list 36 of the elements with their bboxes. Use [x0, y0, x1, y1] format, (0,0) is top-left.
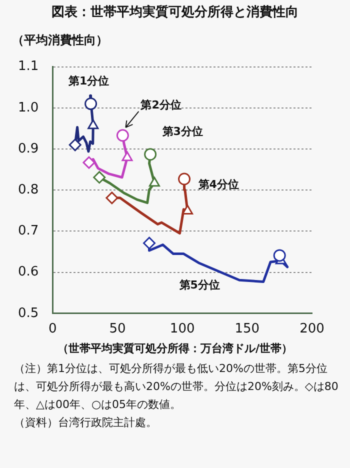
x-tick-label: 0 [48, 322, 57, 337]
point [84, 98, 98, 110]
point [106, 192, 118, 204]
point [88, 119, 99, 130]
text: （資料）台湾行政院主計處。 [14, 415, 158, 431]
series-label: 第4分位 [197, 178, 239, 191]
point [68, 138, 82, 152]
point [178, 172, 191, 186]
x-axis-title: （世帯平均実質可処分所得：万台湾ドル/世帯） [56, 341, 294, 356]
point [93, 171, 106, 184]
series-label: 第5分位 [178, 278, 220, 292]
y-axis-title: （平均消費性向） [12, 32, 108, 49]
point [273, 249, 286, 262]
y-tick-label: 0.6 [18, 264, 39, 280]
point [144, 148, 157, 161]
y-tick-label: 1.1 [18, 59, 39, 74]
y-tick-label: 0.9 [18, 141, 39, 156]
text: （注）第1分位は、可処分所得が最も低い20%の世帯。第5分位は、可処分所得が最も高い20%の世帯。分位は20%刻み。◇は80年、△は00年、○は05年の数値。 [14, 361, 340, 413]
series-label: 第3分位 [161, 125, 203, 138]
x-tick-label: 150 [234, 322, 260, 337]
x-tick-label: 50 [109, 322, 126, 337]
y-tick-label: 1.0 [18, 100, 39, 116]
y-tick-label: 0.7 [18, 224, 39, 239]
x-tick-label: 100 [170, 322, 195, 337]
chart-title: 図表：世帯平均実質可処分所得と消費性向 [50, 4, 300, 21]
point [82, 156, 96, 169]
point [116, 129, 129, 142]
point [182, 204, 194, 215]
point [148, 176, 160, 187]
point [122, 151, 133, 162]
x-tick-label: 200 [300, 322, 324, 337]
y-tick-label: 0.5 [18, 306, 39, 321]
series-label: 第1分位 [67, 74, 110, 88]
text: 第2分位 [140, 98, 182, 112]
point [143, 236, 156, 250]
y-tick-label: 0.8 [18, 182, 39, 198]
